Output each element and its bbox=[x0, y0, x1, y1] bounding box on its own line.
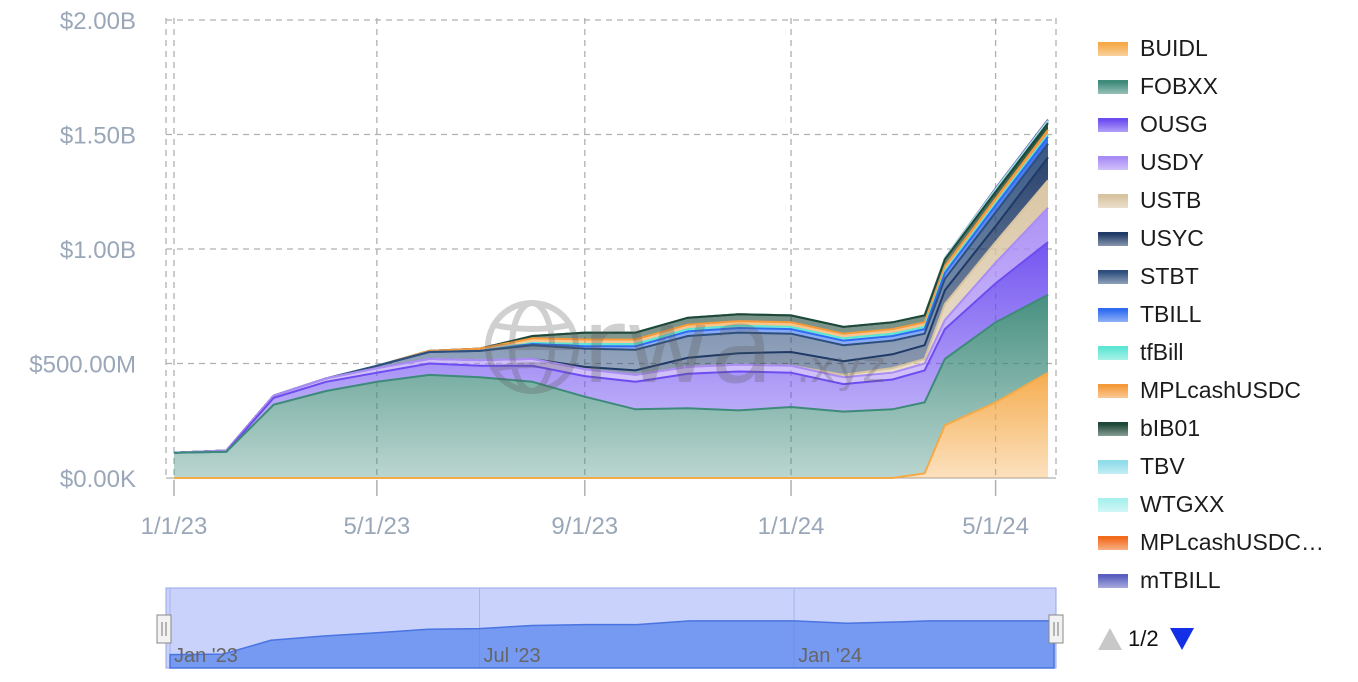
rwa-watermark-logo: rwa .xyz bbox=[485, 285, 885, 407]
pager-up-arrow-icon[interactable] bbox=[1098, 628, 1122, 650]
legend-swatch bbox=[1098, 384, 1128, 398]
plot-grid bbox=[165, 18, 1057, 480]
legend-swatch bbox=[1098, 118, 1128, 132]
navigator-left-handle[interactable] bbox=[156, 614, 172, 644]
y-tick-label: $2.00B bbox=[60, 8, 136, 35]
navigator-labels: Jan '23 Jul '23 Jan '24 bbox=[174, 645, 862, 667]
series-line-ousg bbox=[173, 241, 1049, 454]
navigator-label: Jan '24 bbox=[798, 645, 862, 667]
series-area-buidl bbox=[174, 372, 1048, 478]
series-line-usdy bbox=[173, 207, 1049, 454]
watermark-brand: rwa bbox=[582, 285, 774, 407]
y-tick-label: $0.00K bbox=[60, 466, 136, 493]
legend-item[interactable]: TBV bbox=[1096, 450, 1356, 488]
legend-label: TBILL bbox=[1140, 301, 1202, 327]
pager-text: 1/2 bbox=[1128, 626, 1159, 651]
series-line-buidl bbox=[174, 371, 1049, 479]
legend-label: FOBXX bbox=[1140, 73, 1218, 99]
legend-swatch bbox=[1098, 308, 1128, 322]
legend-item[interactable]: USTB bbox=[1096, 184, 1356, 222]
legend-item[interactable]: tfBill bbox=[1096, 336, 1356, 374]
pager-down-arrow-icon[interactable] bbox=[1170, 628, 1194, 650]
y-tick-label: $1.50B bbox=[60, 123, 136, 150]
x-tick-label: 9/1/23 bbox=[551, 513, 618, 540]
chart-legend: BUIDL FOBXX OUSG USDY USTB USYC STBT TBILL tfBil… bbox=[1096, 32, 1356, 602]
legend-label: OUSG bbox=[1140, 111, 1208, 137]
legend-item[interactable]: mTBILL bbox=[1096, 564, 1356, 602]
y-tick-label: $500.00M bbox=[29, 352, 136, 379]
legend-swatch bbox=[1098, 422, 1128, 436]
legend-label: MPLcashUSDC bbox=[1140, 377, 1302, 403]
legend-item[interactable]: STBT bbox=[1096, 260, 1356, 298]
legend-item[interactable]: WTGXX bbox=[1096, 488, 1356, 526]
legend-swatch bbox=[1098, 156, 1128, 170]
navigator-series-area bbox=[169, 620, 1055, 669]
legend-label: tfBill bbox=[1140, 339, 1184, 365]
x-tick-label: 1/1/23 bbox=[141, 513, 208, 540]
navigator-right-handle[interactable] bbox=[1048, 614, 1064, 644]
legend-swatch bbox=[1098, 346, 1128, 360]
legend-label: bIB01 bbox=[1140, 415, 1201, 441]
legend-item[interactable]: BUIDL bbox=[1096, 32, 1356, 70]
legend-label: USYC bbox=[1140, 225, 1204, 251]
legend-item[interactable]: FOBXX bbox=[1096, 70, 1356, 108]
legend-item[interactable]: MPLcashUSDC bbox=[1096, 374, 1356, 412]
legend-label: mTBILL bbox=[1140, 567, 1221, 593]
x-tick-label: 5/1/23 bbox=[343, 513, 410, 540]
legend-item[interactable]: USDY bbox=[1096, 146, 1356, 184]
watermark-suffix: .xyz bbox=[796, 342, 885, 393]
y-tick-label: $1.00B bbox=[60, 237, 136, 264]
legend-label: WTGXX bbox=[1140, 491, 1225, 517]
legend-swatch bbox=[1098, 232, 1128, 246]
legend-label: USDY bbox=[1140, 149, 1204, 175]
axes: $0.00K $500.00M $1.00B $1.50B $2.00B 1/1/23 5/… bbox=[29, 8, 1029, 540]
legend-swatch bbox=[1098, 536, 1128, 550]
x-tick-label: 1/1/24 bbox=[758, 513, 825, 540]
navigator-label: Jan '23 bbox=[174, 645, 238, 667]
legend-item[interactable]: TBILL bbox=[1096, 298, 1356, 336]
legend-item[interactable]: MPLcashUSDC… bbox=[1096, 526, 1356, 564]
legend-swatch bbox=[1098, 498, 1128, 512]
legend-item[interactable]: bIB01 bbox=[1096, 412, 1356, 450]
legend-swatch bbox=[1098, 80, 1128, 94]
range-navigator[interactable]: Jan '23 Jul '23 Jan '24 bbox=[156, 587, 1064, 669]
navigator-label: Jul '23 bbox=[483, 645, 540, 667]
x-tick-label: 5/1/24 bbox=[962, 513, 1029, 540]
legend-label: BUIDL bbox=[1140, 35, 1208, 61]
legend-swatch bbox=[1098, 460, 1128, 474]
series-line-fobxx bbox=[173, 293, 1049, 454]
legend-item[interactable]: USYC bbox=[1096, 222, 1356, 260]
legend-swatch bbox=[1098, 194, 1128, 208]
globe-icon bbox=[485, 300, 579, 394]
series-area-ousg bbox=[174, 242, 1048, 453]
legend-swatch bbox=[1098, 574, 1128, 588]
series-areas bbox=[173, 118, 1049, 479]
legend-swatch bbox=[1098, 42, 1128, 56]
legend-label: MPLcashUSDC… bbox=[1140, 529, 1325, 555]
legend-label: STBT bbox=[1140, 263, 1199, 289]
series-area-fobxx bbox=[174, 294, 1048, 478]
legend-item[interactable]: OUSG bbox=[1096, 108, 1356, 146]
legend-label: TBV bbox=[1140, 453, 1185, 479]
legend-label: USTB bbox=[1140, 187, 1202, 213]
legend-swatch bbox=[1098, 270, 1128, 284]
